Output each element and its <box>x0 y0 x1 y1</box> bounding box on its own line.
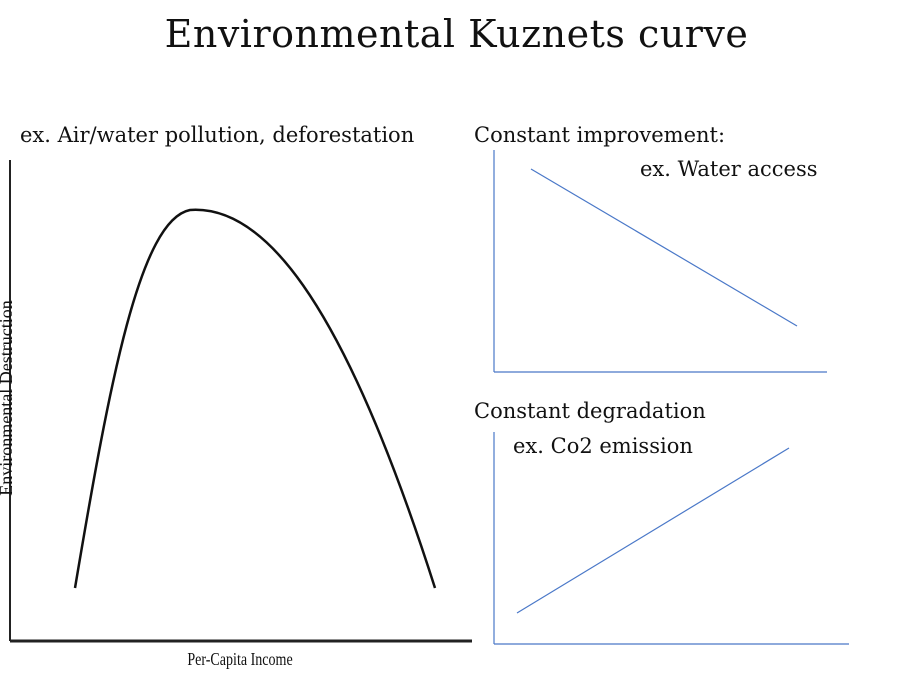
improvement-heading: Constant improvement: <box>474 123 726 147</box>
degradation-example-label: ex. Co2 emission <box>513 434 693 458</box>
main-chart-example-label: ex. Air/water pollution, deforestation <box>20 123 415 147</box>
page-title: Environmental Kuznets curve <box>164 12 749 56</box>
main-y-axis-label: Environmental Destruction <box>0 300 16 496</box>
main-x-axis-label: Per-Capita Income <box>187 649 293 669</box>
kuznets-curve <box>73 208 437 589</box>
degradation-trend-line <box>516 447 790 614</box>
improvement-trend-line <box>530 168 798 327</box>
improvement-example-label: ex. Water access <box>640 157 818 181</box>
degradation-heading: Constant degradation <box>474 399 706 423</box>
